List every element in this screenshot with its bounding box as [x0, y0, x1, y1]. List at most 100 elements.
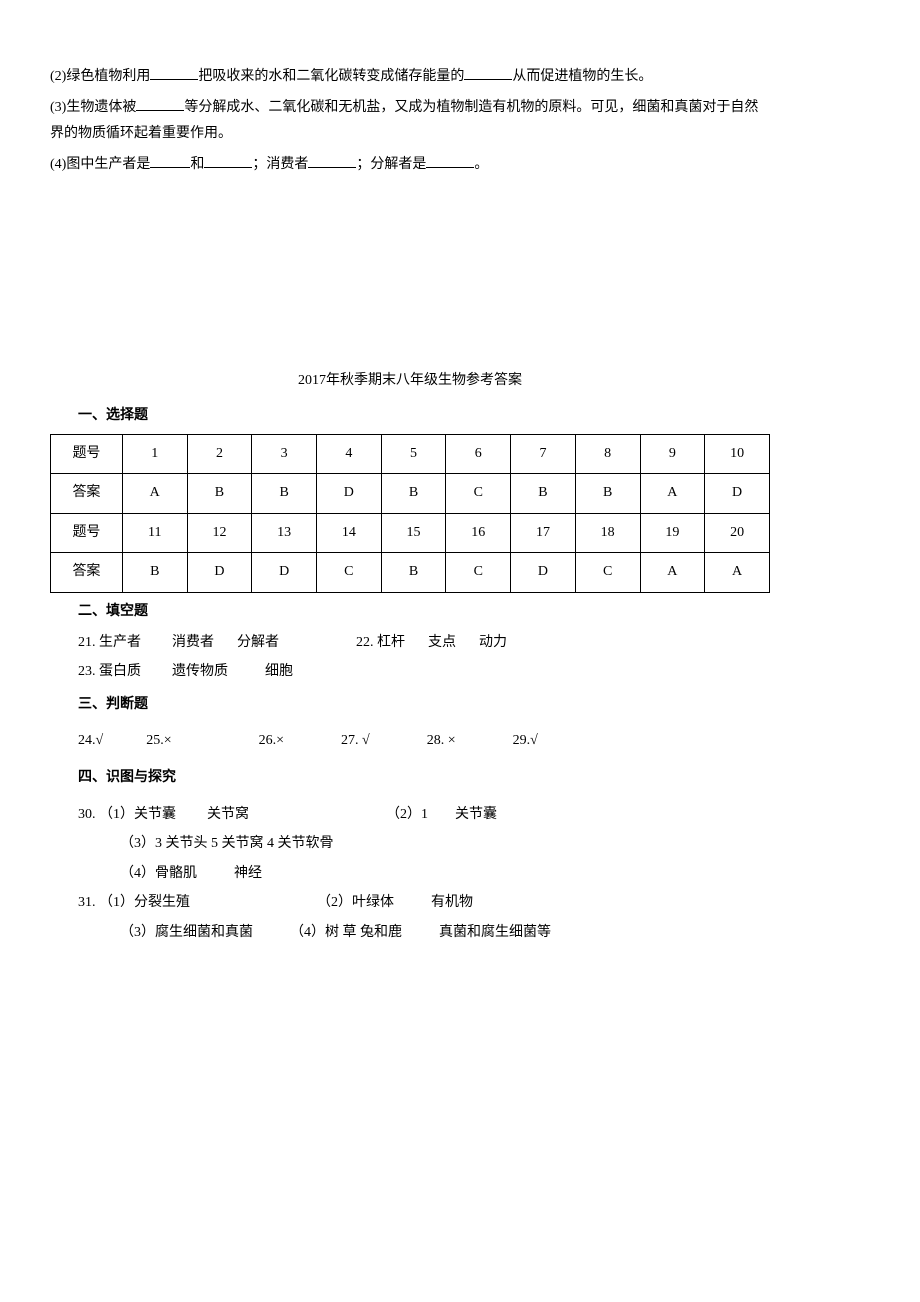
- a30-2b: 关节囊: [455, 807, 497, 822]
- q4-mid1: 和: [190, 157, 204, 172]
- answer-30-3: （3）3 关节头 5 关节窝 4 关节软骨: [50, 831, 770, 858]
- a30-1: （1）关节囊: [99, 807, 176, 822]
- table-cell: A: [122, 474, 187, 514]
- q4-mid3: ；分解者是: [356, 157, 426, 172]
- table-cell: 18: [575, 513, 640, 553]
- table-cell: 1: [122, 434, 187, 474]
- a21-a: 生产者: [99, 635, 141, 650]
- row-label: 答案: [51, 474, 123, 514]
- answer-31-1: 31. （1）分裂生殖 （2）叶绿体 有机物: [50, 890, 770, 917]
- row-label: 答案: [51, 553, 123, 593]
- table-cell: 13: [252, 513, 317, 553]
- answer-31-3: （3）腐生细菌和真菌 （4）树 草 兔和鹿 真菌和腐生细菌等: [50, 920, 770, 947]
- q4-mid2: ；消费者: [252, 157, 308, 172]
- answer-23: 23. 蛋白质 遗传物质 细胞: [50, 659, 770, 686]
- a31-2b: 有机物: [431, 895, 473, 910]
- answer-30-4: （4）骨骼肌 神经: [50, 861, 770, 888]
- table-cell: 12: [187, 513, 252, 553]
- a30-1b: 关节窝: [207, 807, 249, 822]
- j28: 28. ×: [427, 733, 456, 748]
- a30-3: （3）3 关节头 5 关节窝 4 关节软骨: [120, 836, 334, 851]
- a21-c: 分解者: [237, 635, 279, 650]
- answer-30-1: 30. （1）关节囊 关节窝 （2）1 关节囊: [50, 802, 770, 829]
- table-row: 题号 11 12 13 14 15 16 17 18 19 20: [51, 513, 770, 553]
- answer-key-title: 2017年秋季期末八年级生物参考答案: [50, 368, 770, 395]
- answer-table: 题号 1 2 3 4 5 6 7 8 9 10 答案 A B B D B C B…: [50, 434, 770, 593]
- section-4-heading: 四、识图与探究: [50, 765, 770, 792]
- blank: [308, 153, 356, 168]
- blank: [426, 153, 474, 168]
- table-cell: B: [381, 474, 446, 514]
- a30-4b: 神经: [234, 866, 262, 881]
- table-cell: D: [317, 474, 382, 514]
- a21-num: 21.: [78, 635, 99, 650]
- answer-21-22: 21. 生产者 消费者 分解者 22. 杠杆 支点 动力: [50, 630, 770, 657]
- table-cell: A: [705, 553, 770, 593]
- table-cell: A: [640, 474, 705, 514]
- section-1-heading: 一、选择题: [50, 403, 770, 430]
- a31-num: 31.: [78, 895, 99, 910]
- table-cell: 11: [122, 513, 187, 553]
- table-cell: A: [640, 553, 705, 593]
- row-label: 题号: [51, 513, 123, 553]
- blank: [464, 65, 512, 80]
- table-cell: B: [381, 553, 446, 593]
- a31-3: （3）腐生细菌和真菌: [120, 925, 253, 940]
- table-cell: 19: [640, 513, 705, 553]
- j26: 26.×: [259, 733, 284, 748]
- table-cell: 4: [317, 434, 382, 474]
- table-cell: B: [187, 474, 252, 514]
- table-cell: C: [446, 474, 511, 514]
- table-cell: 9: [640, 434, 705, 474]
- table-cell: 17: [511, 513, 576, 553]
- a31-4b: 真菌和腐生细菌等: [439, 925, 551, 940]
- a23-num: 23.: [78, 664, 99, 679]
- a30-2: （2）1: [386, 807, 428, 822]
- table-cell: B: [511, 474, 576, 514]
- table-cell: D: [187, 553, 252, 593]
- blank: [150, 153, 190, 168]
- j29: 29.√: [513, 733, 538, 748]
- table-cell: D: [705, 474, 770, 514]
- table-cell: 20: [705, 513, 770, 553]
- table-cell: C: [317, 553, 382, 593]
- table-cell: 7: [511, 434, 576, 474]
- a23-c: 细胞: [265, 664, 293, 679]
- a22-a: 杠杆: [377, 635, 405, 650]
- question-2: (2)绿色植物利用 把吸收来的水和二氧化碳转变成储存能量的 从而促进植物的生长。: [50, 64, 770, 91]
- q2-prefix: (2)绿色植物利用: [50, 69, 150, 84]
- a21-b: 消费者: [172, 635, 214, 650]
- a31-4: （4）树 草 兔和鹿: [290, 925, 402, 940]
- question-3: (3)生物遗体被等分解成水、二氧化碳和无机盐，又成为植物制造有机物的原料。可见，…: [50, 95, 770, 148]
- table-row: 答案 A B B D B C B B A D: [51, 474, 770, 514]
- q3-prefix: (3)生物遗体被: [50, 100, 136, 115]
- table-cell: B: [252, 474, 317, 514]
- table-cell: B: [122, 553, 187, 593]
- a31-2: （2）叶绿体: [317, 895, 394, 910]
- a31-1: （1）分裂生殖: [99, 895, 190, 910]
- table-cell: 15: [381, 513, 446, 553]
- table-cell: 3: [252, 434, 317, 474]
- a22-c: 动力: [479, 635, 507, 650]
- q4-suffix: 。: [474, 157, 488, 172]
- a30-num: 30.: [78, 807, 99, 822]
- a23-b: 遗传物质: [172, 664, 228, 679]
- section-3-heading: 三、判断题: [50, 692, 770, 719]
- table-cell: 6: [446, 434, 511, 474]
- section-2-heading: 二、填空题: [50, 599, 770, 626]
- a22-b: 支点: [428, 635, 456, 650]
- a23-a: 蛋白质: [99, 664, 141, 679]
- j24: 24.√: [78, 733, 103, 748]
- blank: [150, 65, 198, 80]
- table-cell: B: [575, 474, 640, 514]
- j25: 25.×: [146, 733, 171, 748]
- table-cell: D: [252, 553, 317, 593]
- a30-4: （4）骨骼肌: [120, 866, 197, 881]
- q2-suffix: 从而促进植物的生长。: [512, 69, 652, 84]
- question-4: (4)图中生产者是和；消费者；分解者是。: [50, 152, 770, 179]
- table-cell: 5: [381, 434, 446, 474]
- q2-mid1: 把吸收来的水和二氧化碳转变成储存能量的: [198, 69, 464, 84]
- row-label: 题号: [51, 434, 123, 474]
- a22-num: 22.: [356, 635, 374, 650]
- table-row: 答案 B D D C B C D C A A: [51, 553, 770, 593]
